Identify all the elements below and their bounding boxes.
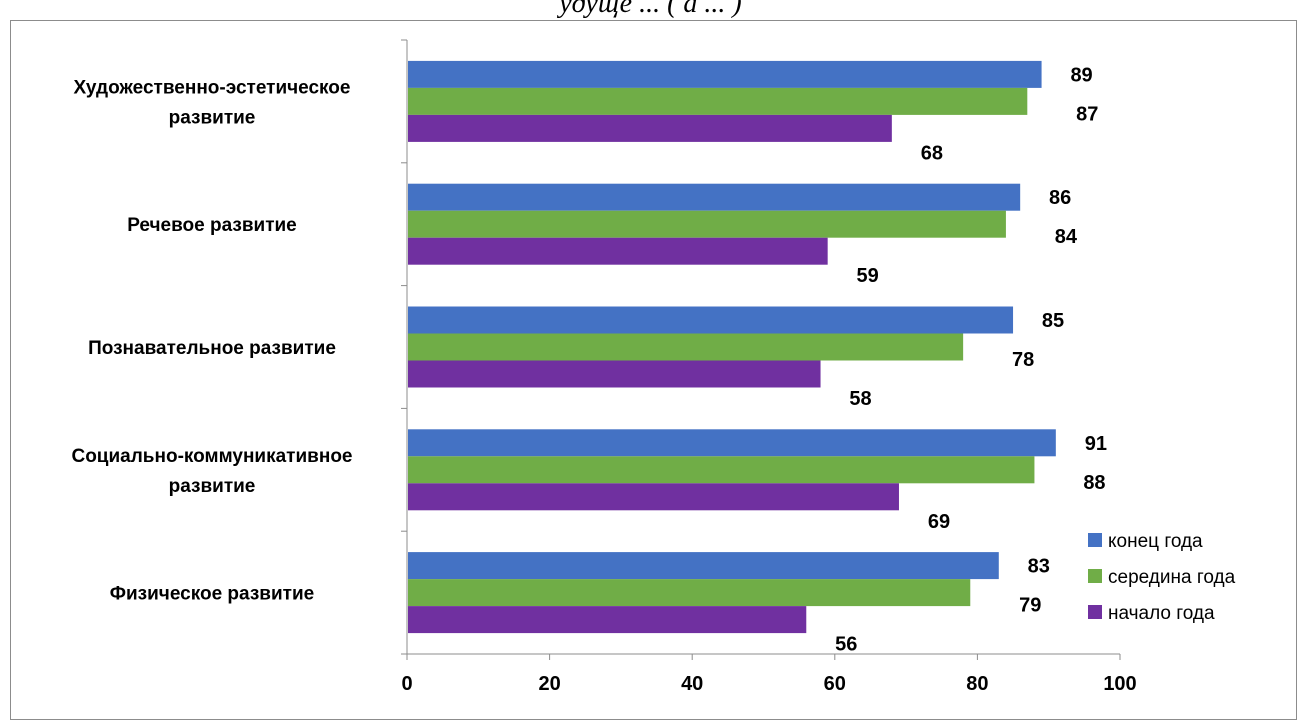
data-label: 87 [1076, 103, 1098, 125]
data-label: 91 [1085, 433, 1107, 455]
data-label: 84 [1055, 226, 1078, 248]
data-label: 83 [1028, 556, 1050, 578]
x-tick-label: 20 [538, 673, 560, 695]
category-label: Познавательное развитие [88, 338, 336, 359]
bar-start-year [408, 237, 828, 265]
data-label: 88 [1083, 472, 1105, 494]
bar-mid-year [408, 456, 1035, 484]
x-tick-label: 100 [1103, 673, 1136, 695]
data-label: 85 [1042, 310, 1064, 332]
bar-end-year [408, 306, 1014, 334]
legend-label: середина года [1108, 567, 1236, 588]
bar-end-year [408, 429, 1056, 457]
data-label: 79 [1019, 595, 1041, 617]
data-label: 59 [857, 265, 879, 287]
bars [408, 60, 1056, 634]
data-label: 69 [928, 511, 950, 533]
category-label: развитие [169, 476, 256, 497]
data-label: 68 [921, 142, 943, 164]
data-label: 56 [835, 634, 857, 656]
category-label: Художественно-эстетическое [74, 77, 351, 98]
category-label: развитие [169, 107, 256, 128]
data-label: 89 [1070, 64, 1092, 86]
x-tick-label: 60 [824, 673, 846, 695]
legend: конец года середина года начало года [1088, 531, 1236, 624]
data-label: 86 [1049, 187, 1071, 209]
x-tick-label: 0 [401, 673, 412, 695]
bar-mid-year [408, 579, 971, 607]
legend-label: начало года [1108, 603, 1215, 624]
category-label: Физическое развитие [110, 584, 314, 605]
bar-start-year [408, 483, 899, 511]
bar-end-year [408, 552, 999, 580]
category-labels: Художественно-эстетическое развитие Речево… [71, 77, 352, 604]
legend-swatch [1088, 605, 1102, 619]
legend-swatch [1088, 569, 1102, 583]
bar-mid-year [408, 210, 1006, 238]
bar-mid-year [408, 87, 1028, 115]
data-label: 58 [849, 388, 871, 410]
x-tick-label: 40 [681, 673, 703, 695]
bar-start-year [408, 606, 807, 634]
data-labels: 89 87 68 86 84 59 85 78 58 91 88 69 83 79 56 [835, 64, 1107, 655]
axes: 0 20 40 60 80 100 [401, 39, 1137, 695]
bar-mid-year [408, 333, 964, 361]
bar-start-year [408, 114, 892, 142]
category-label: Социально-коммуникативное [71, 446, 352, 467]
data-label: 78 [1012, 349, 1034, 371]
x-tick-label: 80 [966, 673, 988, 695]
bar-end-year [408, 183, 1021, 211]
legend-label: конец года [1108, 531, 1203, 552]
legend-swatch [1088, 533, 1102, 547]
chart-title-fragment: удуще ... ( а ... ) [559, 0, 742, 19]
bar-start-year [408, 360, 821, 388]
bar-end-year [408, 60, 1042, 88]
category-label: Речевое развитие [127, 215, 297, 236]
